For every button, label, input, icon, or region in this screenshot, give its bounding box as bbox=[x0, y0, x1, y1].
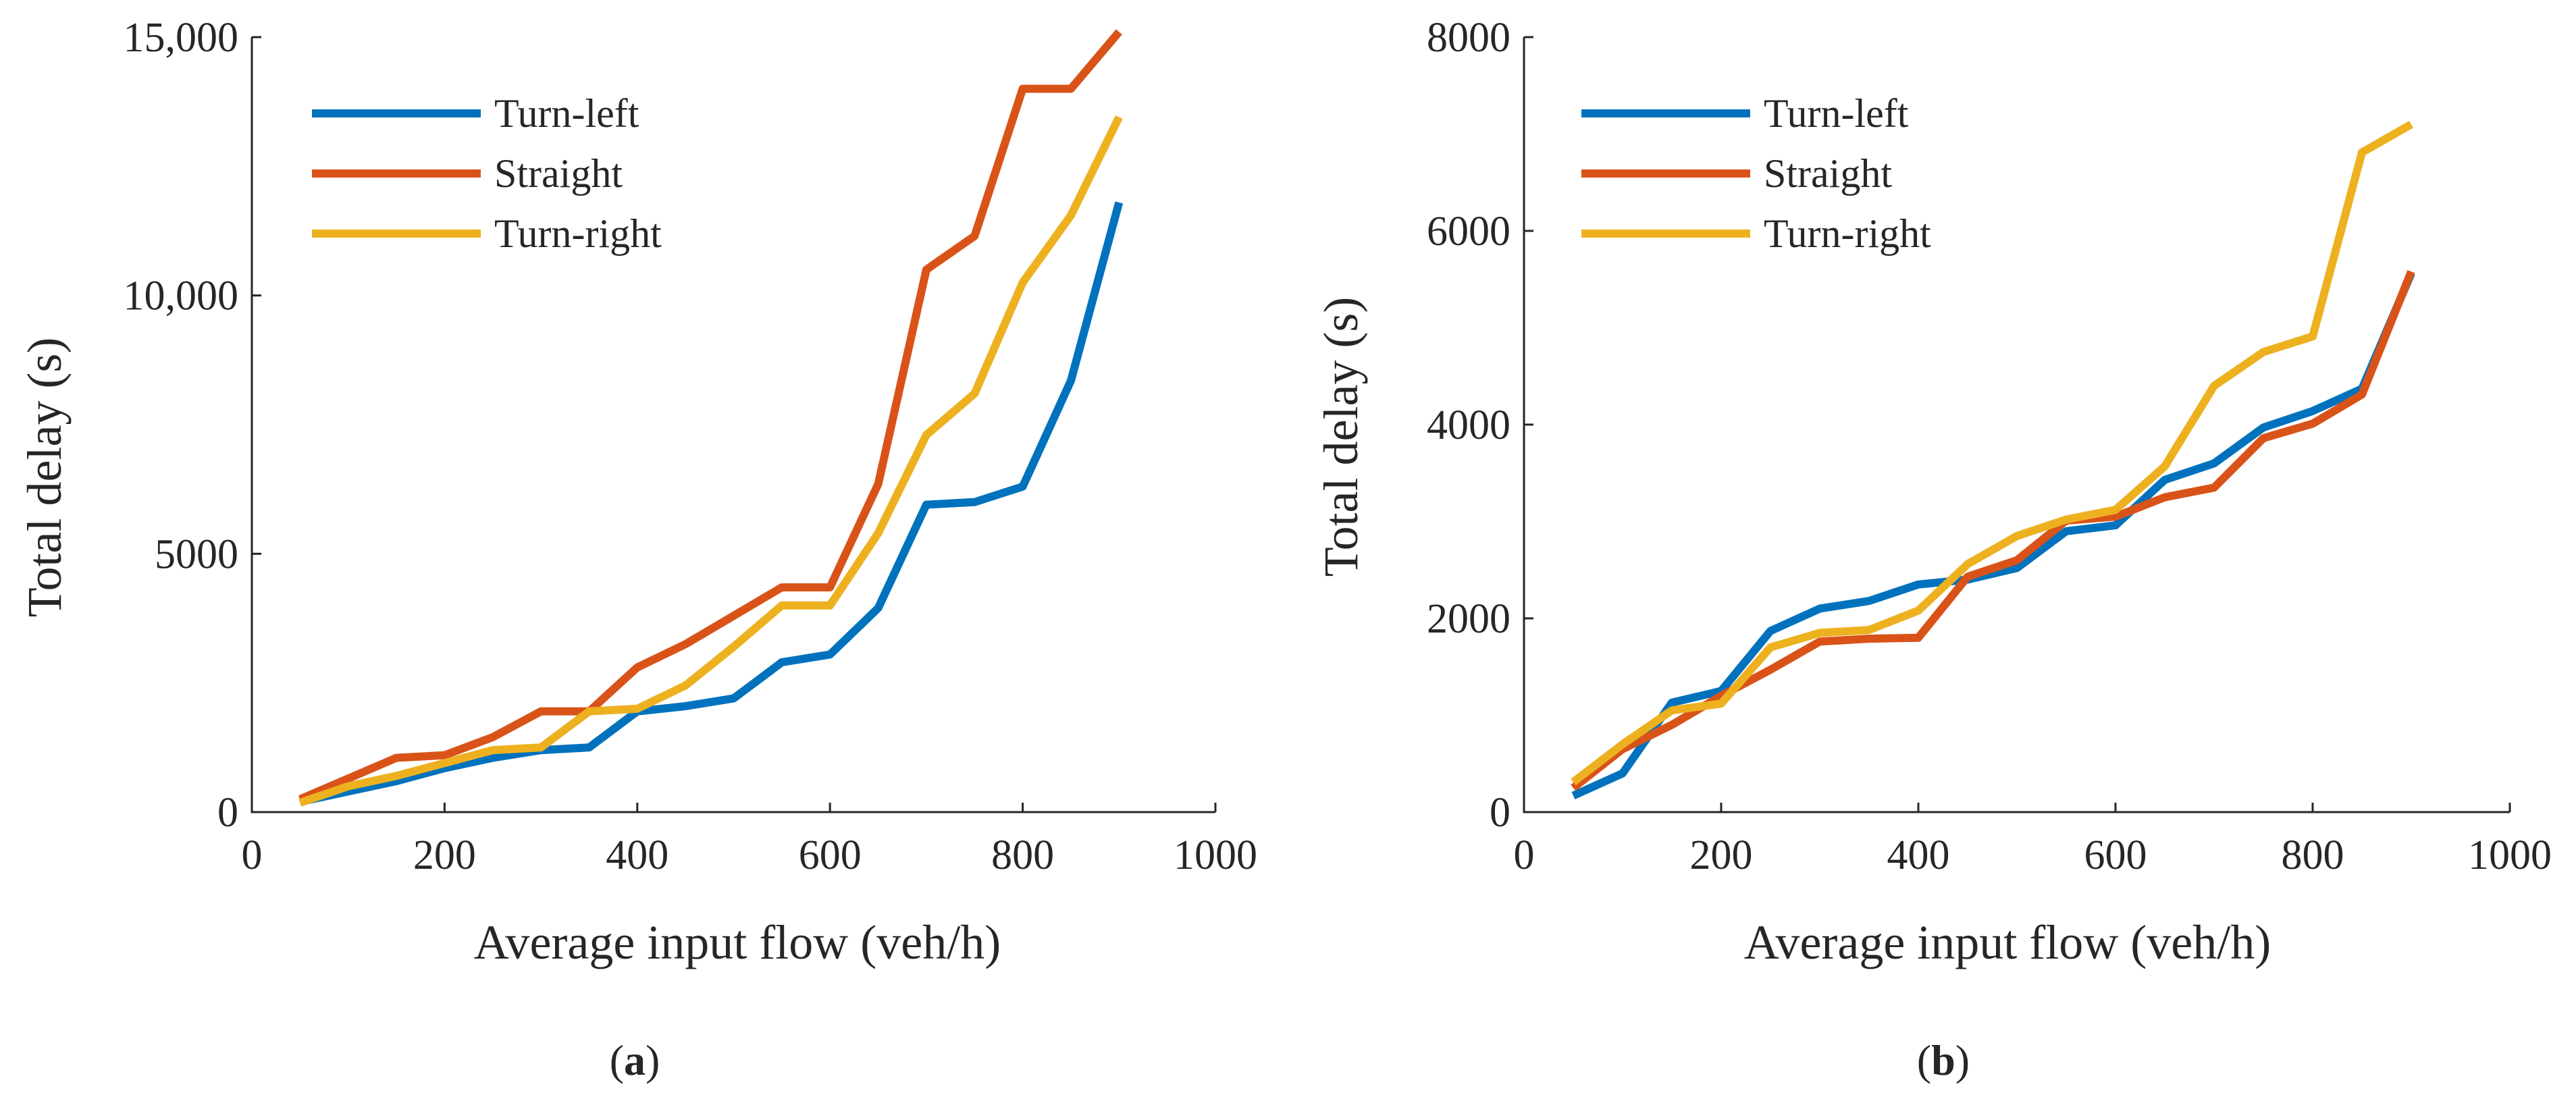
panel-label-a: (a) bbox=[610, 1036, 660, 1084]
x-tick-label-b-3: 600 bbox=[2084, 832, 2147, 878]
y-tick-label-b-4: 8000 bbox=[1427, 15, 1510, 61]
legend-b: Turn-left Straight Turn-right bbox=[1581, 91, 1931, 256]
y-tick-label-a-2: 10,000 bbox=[124, 273, 239, 319]
x-tick-label-a-3: 600 bbox=[799, 832, 862, 878]
x-tick-label-a-4: 800 bbox=[991, 832, 1054, 878]
y-tick-labels-a: 0 5000 10,000 15,000 bbox=[124, 15, 239, 836]
chart-panel-b: 0 200 400 600 800 1000 0 2000 4000 6000 8000 Aver… bbox=[1314, 15, 2552, 1084]
legend-label-b-straight: Straight bbox=[1764, 151, 1892, 196]
chart-panel-a: 0 200 400 600 800 1000 0 5000 10,000 15,000 Aver… bbox=[18, 15, 1257, 1084]
x-tick-label-a-2: 400 bbox=[606, 832, 668, 878]
axes-a bbox=[251, 36, 1217, 813]
y-tick-label-b-1: 2000 bbox=[1427, 596, 1510, 642]
series-line-b-turn-right bbox=[1571, 120, 2413, 786]
y-tick-label-a-3: 15,000 bbox=[124, 15, 239, 61]
panel-label-a-letter: a bbox=[624, 1036, 646, 1084]
series-line-a-straight bbox=[298, 29, 1122, 803]
legend-label-a-turn-right: Turn-right bbox=[494, 211, 662, 256]
y-tick-label-a-0: 0 bbox=[217, 790, 238, 836]
x-tick-label-b-4: 800 bbox=[2282, 832, 2344, 878]
x-tick-label-a-5: 1000 bbox=[1174, 832, 1257, 878]
axes-b bbox=[1523, 36, 2511, 813]
x-tick-label-a-1: 200 bbox=[413, 832, 476, 878]
x-tick-labels-a: 0 200 400 600 800 1000 bbox=[242, 832, 1258, 878]
x-tick-labels-b: 0 200 400 600 800 1000 bbox=[1514, 832, 2552, 878]
panel-label-b-letter: b bbox=[1931, 1036, 1955, 1084]
x-tick-label-b-5: 1000 bbox=[2468, 832, 2552, 878]
x-tick-label-b-1: 200 bbox=[1690, 832, 1753, 878]
y-tick-label-a-1: 5000 bbox=[155, 531, 238, 577]
series-line-a-turn-left bbox=[299, 201, 1124, 806]
panel-label-b: (b) bbox=[1917, 1036, 1970, 1084]
x-tick-label-b-2: 400 bbox=[1887, 832, 1950, 878]
x-tick-label-a-0: 0 bbox=[242, 832, 263, 878]
y-tick-label-b-0: 0 bbox=[1490, 790, 1510, 836]
y-tick-label-b-2: 4000 bbox=[1427, 402, 1510, 448]
series-lines-a bbox=[298, 29, 1124, 807]
x-tick-label-b-0: 0 bbox=[1514, 832, 1535, 878]
series-line-a-turn-right bbox=[298, 115, 1123, 807]
series-line-b-turn-left bbox=[1571, 271, 2415, 800]
legend-a: Turn-left Straight Turn-right bbox=[312, 91, 662, 256]
legend-label-b-turn-right: Turn-right bbox=[1764, 211, 1931, 256]
y-axis-label-b: Total delay (s) bbox=[1314, 297, 1368, 577]
legend-label-b-turn-left: Turn-left bbox=[1764, 91, 1909, 136]
legend-label-a-straight: Straight bbox=[494, 151, 623, 196]
legend-label-a-turn-left: Turn-left bbox=[494, 91, 639, 136]
y-axis-label-a: Total delay (s) bbox=[18, 338, 72, 618]
y-tick-labels-b: 0 2000 4000 6000 8000 bbox=[1427, 15, 1510, 836]
x-axis-label-b: Average input flow (veh/h) bbox=[1744, 915, 2271, 969]
y-tick-label-b-3: 6000 bbox=[1427, 209, 1510, 254]
series-lines-b bbox=[1571, 120, 2415, 800]
x-axis-label-a: Average input flow (veh/h) bbox=[474, 915, 1001, 969]
